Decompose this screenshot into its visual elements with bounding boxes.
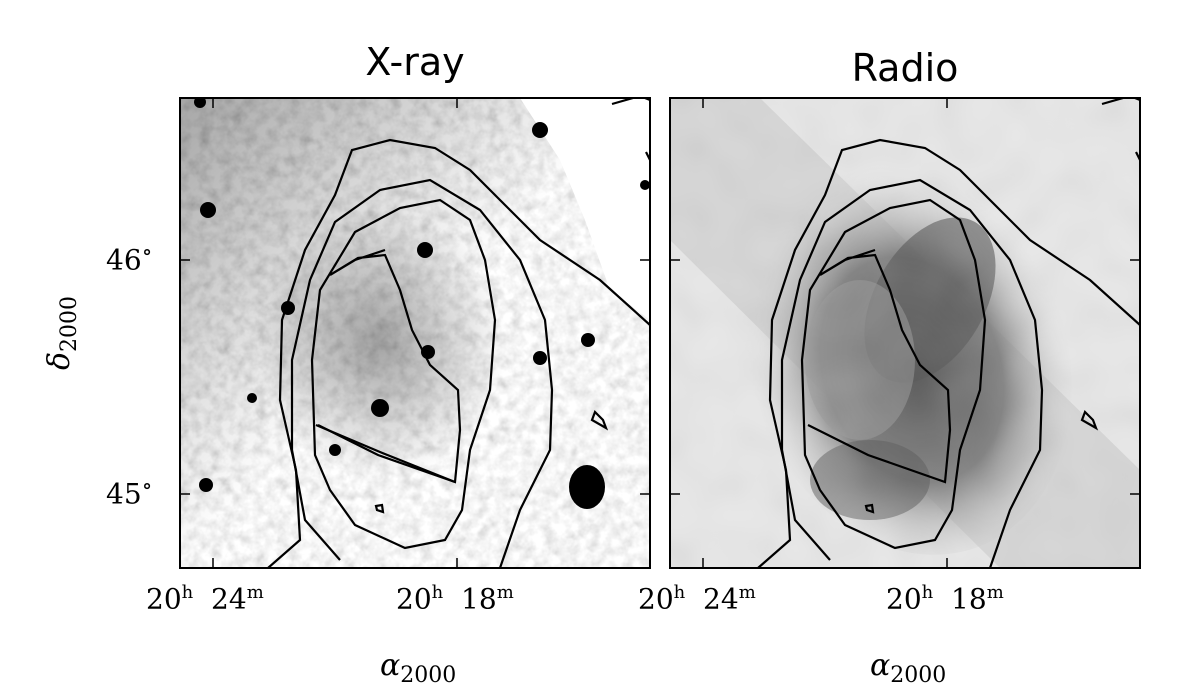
xray-image — [180, 98, 650, 568]
xtick-left-18m: 20h 18m — [396, 582, 514, 616]
xtick-left-24m: 20h 24m — [146, 582, 264, 616]
xray-xlabel: α2000 — [380, 648, 457, 688]
radio-xlabel: α2000 — [870, 648, 947, 688]
radio-contours — [757, 98, 1140, 568]
ytick-46: 46∘ — [106, 240, 153, 277]
radio-frame — [669, 97, 1141, 569]
radio-image — [670, 98, 1140, 568]
xray-panel-title: X-ray — [365, 40, 465, 84]
radio-panel-title: Radio — [851, 46, 959, 90]
xtick-right-24m: 20h 24m — [638, 582, 756, 616]
xtick-right-18m: 20h 18m — [886, 582, 1004, 616]
xray-contours — [267, 98, 650, 568]
ylabel: δ2000 — [42, 295, 82, 370]
tick-marks — [180, 98, 1140, 568]
xray-frame — [179, 97, 651, 569]
ytick-45: 45∘ — [106, 474, 153, 511]
